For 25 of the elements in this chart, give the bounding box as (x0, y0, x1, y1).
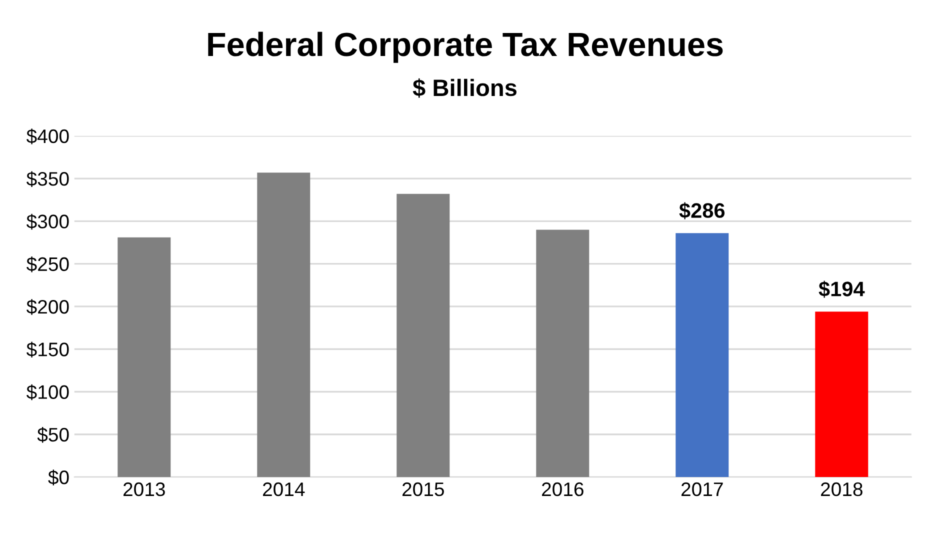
data-label: $286 (679, 202, 725, 220)
x-tick-label: 2018 (821, 482, 862, 496)
x-tick-label: 2015 (402, 482, 444, 496)
bar (536, 230, 590, 478)
bar (396, 194, 450, 478)
bar (815, 312, 868, 478)
y-tick-label: $50 (37, 427, 69, 443)
x-tick-label: 2017 (682, 482, 723, 496)
x-tick-label: 2014 (263, 482, 305, 496)
chart-title: Federal Corporate Tax Revenues (208, 32, 723, 63)
y-tick-label: $150 (26, 342, 69, 358)
y-tick-label: $400 (26, 128, 69, 144)
y-tick-label: $200 (26, 299, 69, 315)
bar (676, 233, 729, 478)
y-tick-label: $350 (26, 171, 69, 187)
chart-subtitle: $ Billions (412, 78, 517, 98)
data-label: $194 (818, 280, 865, 298)
y-tick-label: $0 (48, 470, 69, 486)
x-tick-label: 2016 (542, 482, 584, 496)
x-tick-label: 2013 (124, 482, 165, 496)
y-tick-label: $100 (26, 384, 69, 400)
bar (118, 237, 171, 478)
y-tick-label: $250 (26, 256, 69, 272)
y-tick-label: $300 (26, 214, 69, 230)
bar (257, 172, 310, 478)
